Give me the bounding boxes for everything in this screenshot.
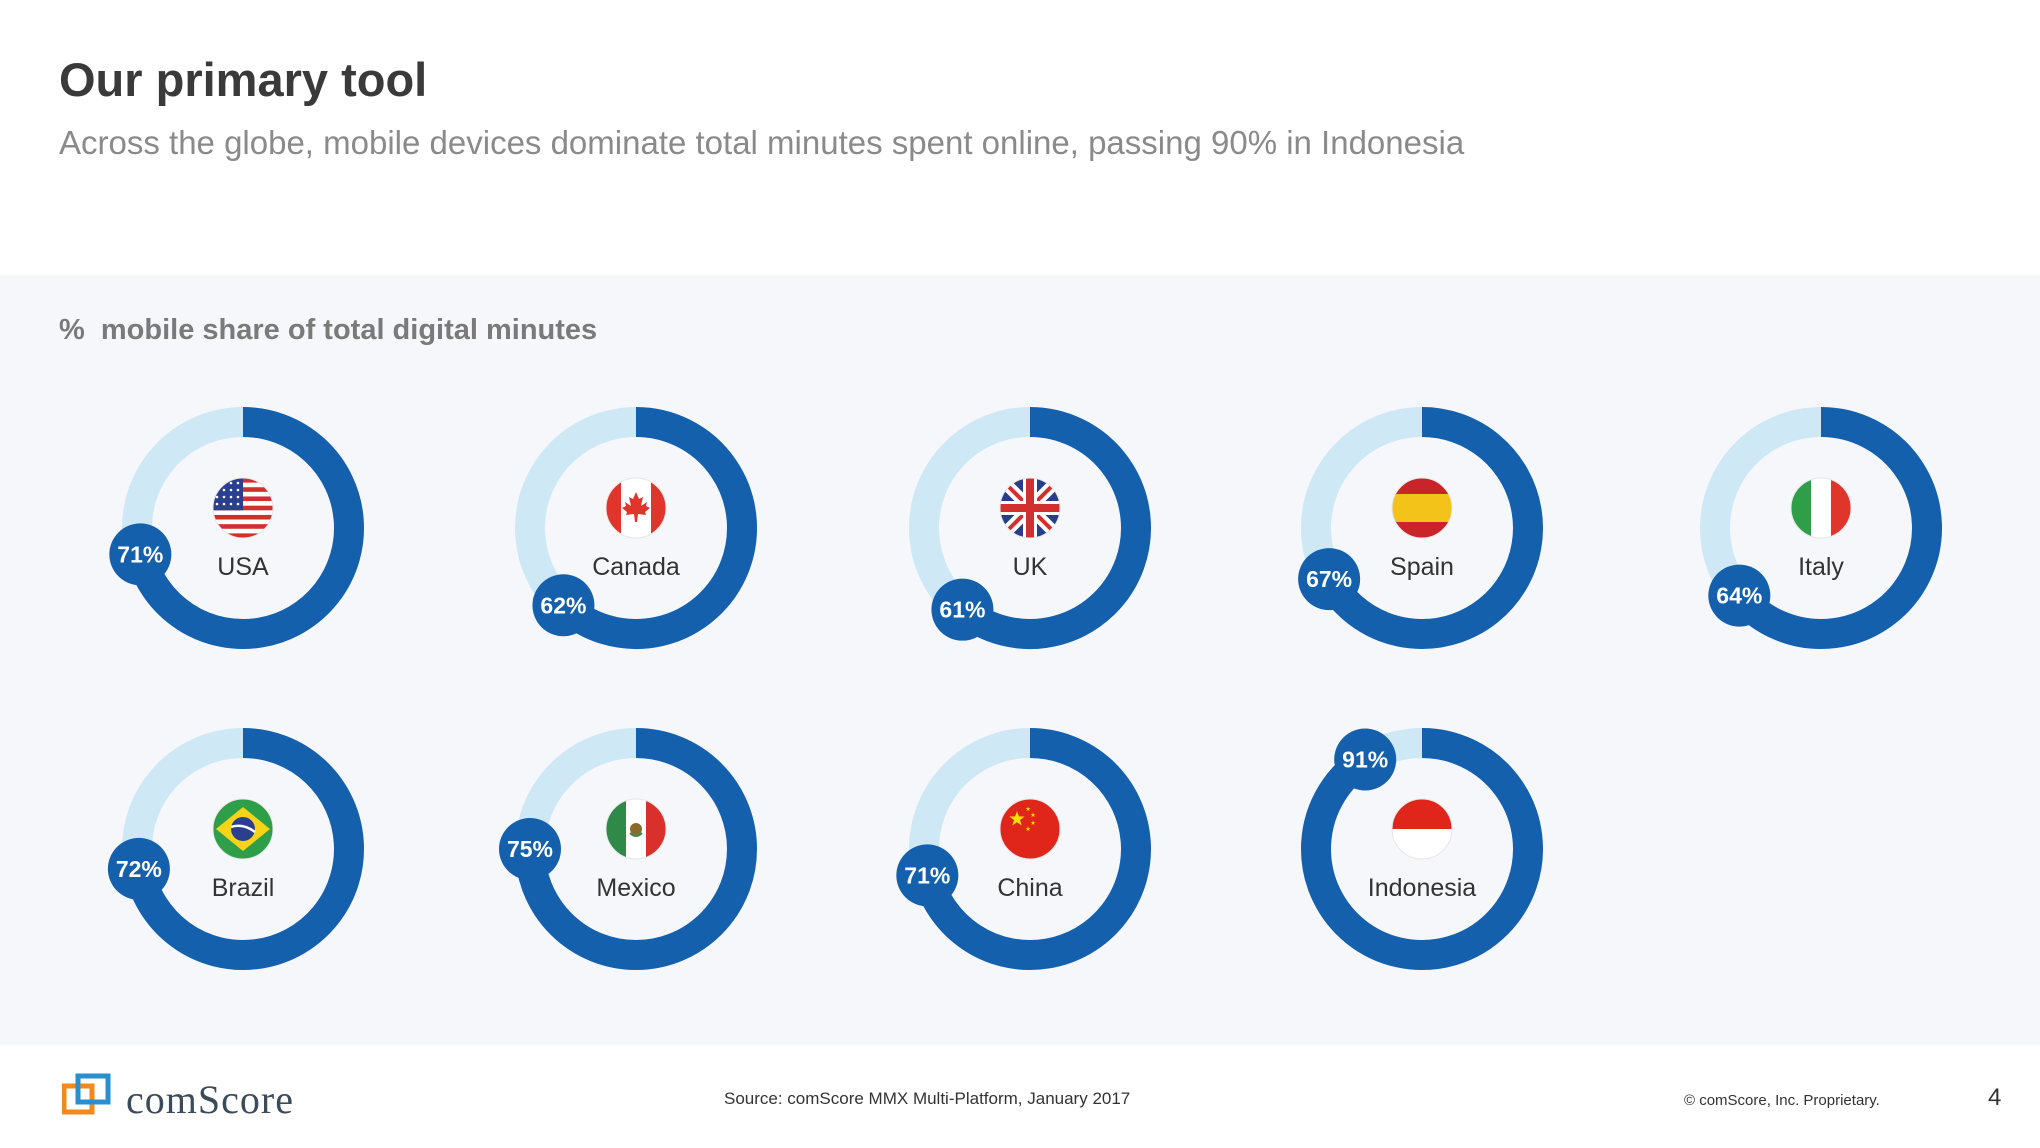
value-badge <box>1334 728 1397 791</box>
page-title: Our primary tool <box>59 53 428 106</box>
country-label: Italy <box>1798 553 1844 581</box>
value-badge <box>1708 564 1771 627</box>
donut-mexico: Mexico 75% <box>499 728 757 970</box>
uk-flag-icon <box>999 477 1061 539</box>
brazil-flag-icon <box>212 798 274 860</box>
country-label: Brazil <box>212 874 275 902</box>
value-label: 71% <box>117 541 163 567</box>
value-label: 72% <box>116 856 162 882</box>
usa-flag-icon <box>212 477 274 539</box>
value-label: 67% <box>1306 566 1352 592</box>
spain-flag-icon <box>1391 477 1453 539</box>
donut-value-arc <box>124 728 364 970</box>
country-label: Spain <box>1390 553 1454 581</box>
donut-italy: Italy 64% <box>1700 407 1942 649</box>
value-badge <box>499 818 561 880</box>
value-badge <box>931 578 994 641</box>
country-label: China <box>997 874 1062 902</box>
indonesia-flag-icon <box>1391 798 1453 860</box>
canada-flag-icon <box>605 477 667 539</box>
donut-value-arc <box>125 407 364 649</box>
mexico-flag-icon <box>605 798 667 860</box>
value-badge <box>1298 548 1361 611</box>
country-label: Mexico <box>596 874 675 902</box>
value-label: 91% <box>1342 747 1388 773</box>
donut-spain: Spain 67% <box>1298 407 1543 649</box>
page-number: 4 <box>1988 1084 2002 1111</box>
donut-value-arc <box>1301 728 1543 970</box>
value-badge <box>107 837 170 900</box>
donut-china: China 71% <box>896 728 1151 970</box>
value-label: 75% <box>507 836 553 862</box>
page-subtitle: Across the globe, mobile devices dominat… <box>59 124 1465 161</box>
donut-brazil: Brazil 72% <box>107 728 364 970</box>
copyright-note: © comScore, Inc. Proprietary. <box>1684 1092 1880 1109</box>
donut-value-arc <box>912 728 1151 970</box>
value-badge <box>109 523 172 586</box>
italy-flag-icon <box>1790 477 1852 539</box>
country-label: Indonesia <box>1368 874 1477 902</box>
comscore-logo: comScore <box>61 1072 352 1122</box>
donut-value-arc <box>515 728 757 970</box>
value-label: 71% <box>904 862 950 888</box>
comscore-logo-text: comScore <box>126 1077 294 1122</box>
country-label: Canada <box>592 553 680 581</box>
chart-title: % mobile share of total digital minutes <box>59 314 598 346</box>
china-flag-icon <box>999 798 1061 860</box>
country-label: USA <box>217 553 269 581</box>
donut-value-arc <box>952 407 1151 649</box>
comscore-logo-icon <box>61 1073 111 1115</box>
donut-value-arc <box>1727 407 1942 649</box>
value-badge <box>896 844 959 907</box>
value-label: 61% <box>939 597 985 623</box>
source-note: Source: comScore MMX Multi-Platform, Jan… <box>724 1089 1131 1108</box>
donut-value-arc <box>553 407 757 649</box>
value-badge <box>532 574 595 637</box>
donut-uk: UK 61% <box>909 407 1151 649</box>
country-label: UK <box>1013 553 1048 581</box>
value-label: 64% <box>1716 583 1762 609</box>
donut-usa: USA 71% <box>109 407 364 649</box>
value-label: 62% <box>540 592 586 618</box>
donut-indonesia: Indonesia 91% <box>1301 728 1543 970</box>
donut-value-arc <box>1315 407 1543 649</box>
